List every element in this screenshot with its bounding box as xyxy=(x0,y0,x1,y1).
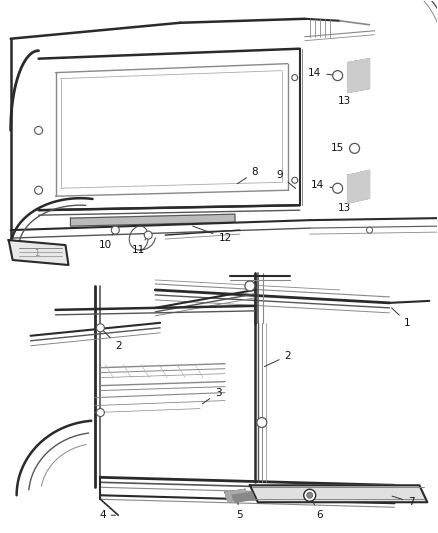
Circle shape xyxy=(257,417,267,427)
Text: 6: 6 xyxy=(311,498,323,520)
Polygon shape xyxy=(250,486,427,502)
Text: 5: 5 xyxy=(237,500,243,520)
Circle shape xyxy=(304,489,316,501)
Polygon shape xyxy=(348,171,370,203)
Polygon shape xyxy=(232,492,255,502)
Circle shape xyxy=(144,231,152,239)
Circle shape xyxy=(245,281,255,291)
Text: 13: 13 xyxy=(338,78,357,106)
Text: 12: 12 xyxy=(193,226,232,243)
Circle shape xyxy=(35,186,42,194)
Circle shape xyxy=(367,227,372,233)
Text: 1: 1 xyxy=(392,308,411,328)
Text: 4: 4 xyxy=(99,510,116,520)
Text: 14: 14 xyxy=(308,68,335,78)
Circle shape xyxy=(96,409,104,416)
Circle shape xyxy=(292,75,298,80)
Polygon shape xyxy=(348,59,370,93)
Text: 10: 10 xyxy=(99,232,114,250)
Polygon shape xyxy=(225,489,248,502)
Text: 14: 14 xyxy=(311,180,335,190)
Circle shape xyxy=(35,126,42,134)
Text: 2: 2 xyxy=(265,351,291,367)
Text: 1: 1 xyxy=(34,248,39,257)
Circle shape xyxy=(332,71,343,80)
Circle shape xyxy=(292,177,298,183)
Text: 8: 8 xyxy=(237,167,258,184)
Circle shape xyxy=(350,143,360,154)
Polygon shape xyxy=(9,240,68,265)
Text: 9: 9 xyxy=(276,170,296,189)
Circle shape xyxy=(96,324,104,332)
Text: 13: 13 xyxy=(338,190,357,213)
Circle shape xyxy=(111,226,119,234)
Circle shape xyxy=(332,183,343,193)
Circle shape xyxy=(307,492,313,498)
Polygon shape xyxy=(71,214,235,226)
Text: 7: 7 xyxy=(392,496,415,507)
Text: 3: 3 xyxy=(202,387,221,404)
Text: 15: 15 xyxy=(331,143,352,154)
Text: 2: 2 xyxy=(102,330,122,351)
Text: 11: 11 xyxy=(132,237,147,255)
